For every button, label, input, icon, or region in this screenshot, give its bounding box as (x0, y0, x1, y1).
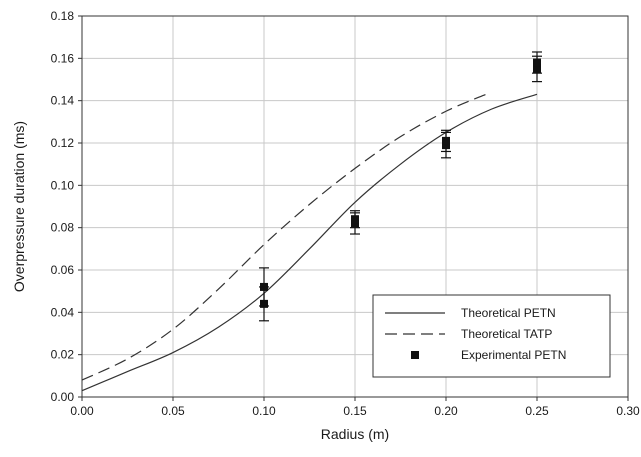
y-tick-label: 0.00 (51, 390, 75, 404)
x-tick-label: 0.30 (616, 404, 640, 418)
y-tick-label: 0.16 (51, 51, 75, 65)
series-line-theoretical-petn (81, 93, 538, 392)
y-tick-label: 0.14 (51, 94, 75, 108)
legend: Theoretical PETN Theoretical TATP Experi… (372, 294, 611, 378)
data-point-experimental-petn (442, 136, 450, 145)
x-tick-label: 0.10 (252, 404, 276, 418)
y-tick-label: 0.02 (51, 348, 75, 362)
y-tick-label: 0.18 (51, 9, 75, 23)
data-point-experimental-petn (351, 215, 359, 224)
x-tick-label: 0.00 (70, 404, 94, 418)
legend-swatch-experimental-petn (411, 351, 419, 359)
legend-label-experimental-petn: Experimental PETN (461, 348, 566, 362)
x-tick-label: 0.05 (161, 404, 185, 418)
y-axis-title: Overpressure duration (ms) (11, 121, 27, 292)
y-tick-label: 0.08 (51, 221, 75, 235)
x-tick-label: 0.25 (525, 404, 549, 418)
data-point-experimental-petn (260, 299, 268, 308)
legend-label-theoretical-petn: Theoretical PETN (461, 306, 556, 320)
data-point-experimental-petn (533, 58, 541, 67)
y-tick-label: 0.04 (51, 305, 75, 319)
y-tick-label: 0.06 (51, 263, 75, 277)
x-tick-label: 0.20 (434, 404, 458, 418)
legend-label-theoretical-tatp: Theoretical TATP (461, 327, 552, 341)
x-axis-title: Radius (m) (321, 426, 389, 442)
axis-ticks: 0.00 0.05 0.10 0.15 0.20 0.25 0.30 0.00 0.02 0.04… (51, 9, 640, 418)
series-line-theoretical-tatp (81, 93, 487, 381)
plot-series (81, 51, 542, 392)
x-tick-label: 0.15 (343, 404, 367, 418)
y-tick-label: 0.12 (51, 136, 75, 150)
legend-box (372, 294, 611, 378)
y-tick-label: 0.10 (51, 178, 75, 192)
